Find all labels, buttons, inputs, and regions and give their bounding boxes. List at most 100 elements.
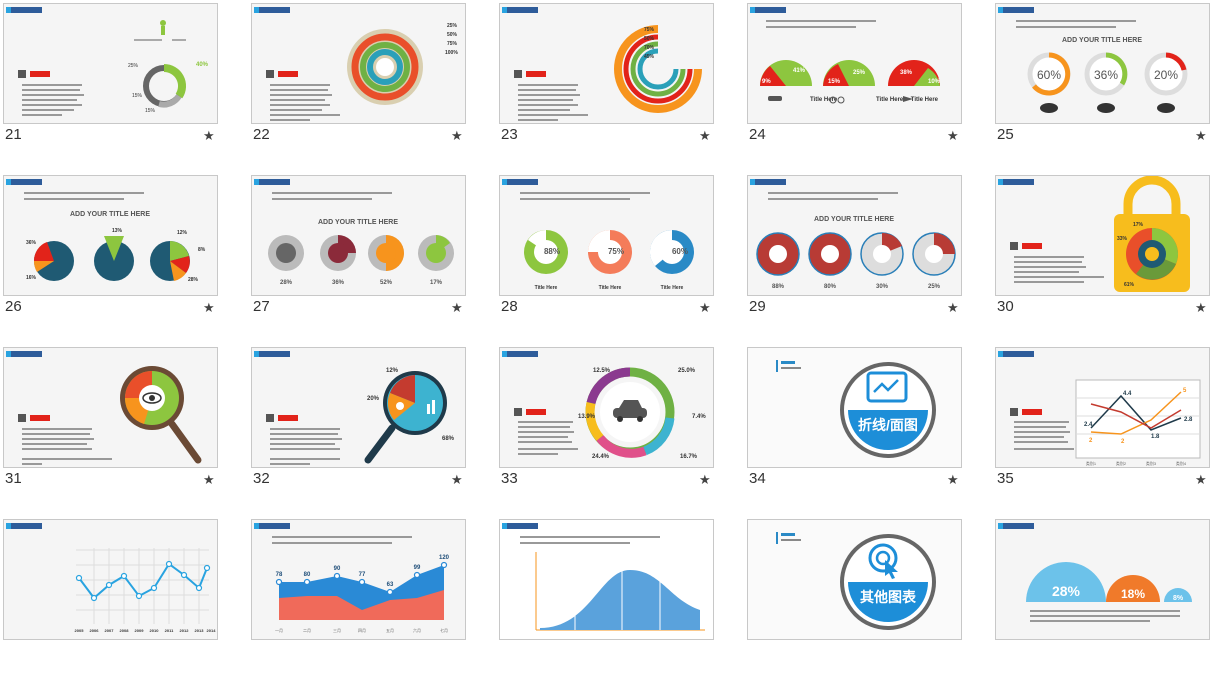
slide-thumbnail-34[interactable]: 折线/面图 34 ★ — [744, 344, 992, 515]
svg-text:2012: 2012 — [180, 628, 190, 633]
svg-text:28%: 28% — [280, 280, 293, 286]
slide-preview[interactable]: 12% 20% 68% — [251, 347, 466, 468]
slide-thumbnail-23[interactable]: 75% 50% 70% 45% 23 ★ — [496, 0, 744, 171]
svg-text:Title Here: Title Here — [810, 97, 838, 103]
slide-thumbnail-33[interactable]: 12.5% 25.0% 13.9% 7.4% 24.4% 16.7% 33 ★ — [496, 344, 744, 515]
slide-preview[interactable]: ADD YOUR TITLE HERE 36% 16% 13% 12% 8% 28% — [3, 175, 218, 296]
slide-preview[interactable] — [3, 347, 218, 468]
slide-thumbnail-36[interactable]: 2005 2006 2007 2008 2009 2010 2011 2012 2013 2014 — [0, 516, 248, 687]
slide-thumbnail-30[interactable]: 17% 33% 61% 30 ★ — [992, 172, 1213, 343]
slide-preview[interactable]: 其他图表 — [747, 519, 962, 640]
label-25: 25% — [447, 23, 458, 29]
slide-number: 25 — [997, 126, 1014, 143]
star-icon[interactable]: ★ — [699, 128, 711, 143]
svg-text:88%: 88% — [544, 247, 560, 256]
label-25: 25% — [128, 63, 139, 69]
slide-tag — [254, 351, 290, 357]
slide-tag — [502, 179, 538, 185]
slide-thumbnail-25[interactable]: ADD YOUR TITLE HERE 60% 36% 20% 25 ★ — [992, 0, 1213, 171]
slide-thumbnail-21[interactable]: 40% 25% 15% 15% 21 ★ — [0, 0, 248, 171]
star-icon[interactable]: ★ — [699, 472, 711, 487]
star-icon[interactable]: ★ — [947, 472, 959, 487]
slide-preview[interactable]: 4.4 2.4 1.8 2.8 2 2 5 类别1 类别2 类别3 类别4 — [995, 347, 1210, 468]
star-icon[interactable]: ★ — [947, 128, 959, 143]
slide-preview[interactable]: 88% 75% 60% Title Here Title Here Title Here — [499, 175, 714, 296]
svg-text:68%: 68% — [442, 436, 455, 442]
star-icon[interactable]: ★ — [1195, 300, 1207, 315]
slide-thumbnail-22[interactable]: 25% 50% 75% 100% 22 ★ — [248, 0, 496, 171]
section-title: 其他图表 — [860, 589, 917, 605]
slide-thumbnail-28[interactable]: 88% 75% 60% Title Here Title Here Title Here… — [496, 172, 744, 343]
slide-tag — [998, 7, 1034, 13]
slide-thumbnail-35[interactable]: 4.4 2.4 1.8 2.8 2 2 5 类别1 类别2 类别3 类别4 35 ★ — [992, 344, 1213, 515]
slide-tag — [254, 7, 290, 13]
slide-thumbnail-29[interactable]: ADD YOUR TITLE HERE 88% 80% 30% 25% 29 ★ — [744, 172, 992, 343]
slide-preview[interactable]: ADD YOUR TITLE HERE 60% 36% 20% — [995, 3, 1210, 124]
slide-preview[interactable]: 40% 25% 15% 15% — [3, 3, 218, 124]
star-icon[interactable]: ★ — [203, 128, 215, 143]
star-icon[interactable]: ★ — [451, 472, 463, 487]
svg-text:30%: 30% — [876, 284, 889, 290]
slide-thumbnail-39[interactable]: 其他图表 — [744, 516, 992, 687]
slide-thumbnail-31[interactable]: 31 ★ — [0, 344, 248, 515]
slide-39-graphic: 其他图表 — [776, 532, 936, 630]
star-icon[interactable]: ★ — [1195, 472, 1207, 487]
slide-thumbnail-24[interactable]: 41% 9% 25% 15% 38% 10% Title Here Title Here Ti… — [744, 0, 992, 171]
label-70: 70% — [644, 45, 655, 51]
star-icon[interactable]: ★ — [451, 128, 463, 143]
slide-sorter-grid: 40% 25% 15% 15% 21 ★ 25% 50% 75% 100% — [0, 0, 1213, 640]
slide-preview[interactable]: 17% 33% 61% — [995, 175, 1210, 296]
slide-30-graphic: 17% 33% 61% — [1010, 176, 1190, 292]
svg-text:类别1: 类别1 — [1086, 460, 1097, 466]
slide-thumbnail-40[interactable]: 28% 18% 8% — [992, 516, 1213, 687]
slide-preview[interactable]: ADD YOUR TITLE HERE 88% 80% 30% 25% — [747, 175, 962, 296]
svg-text:28%: 28% — [188, 277, 199, 283]
slide-36-graphic: 2005 2006 2007 2008 2009 2010 2011 2012 2013 2014 — [75, 548, 216, 633]
slide-31-graphic — [18, 366, 202, 465]
svg-text:75%: 75% — [608, 247, 624, 256]
svg-text:2: 2 — [1121, 439, 1125, 445]
svg-text:类别2: 类别2 — [1116, 460, 1127, 466]
slide-preview[interactable]: 25% 50% 75% 100% — [251, 3, 466, 124]
slide-tag — [502, 351, 538, 357]
slide-preview[interactable]: 28% 18% 8% — [995, 519, 1210, 640]
svg-text:28%: 28% — [1052, 583, 1081, 599]
label-75: 75% — [447, 41, 458, 47]
slide-preview[interactable]: 75% 50% 70% 45% — [499, 3, 714, 124]
svg-text:8%: 8% — [198, 247, 206, 253]
slide-title: ADD YOUR TITLE HERE — [1062, 37, 1142, 44]
slide-26-graphic: ADD YOUR TITLE HERE 36% 16% 13% 12% 8% 28% — [24, 192, 206, 283]
slide-tag — [502, 7, 538, 13]
slide-preview[interactable]: 78 80 90 77 63 99 120 一月 二月 三月 四月 五月 六月 七月 — [251, 519, 466, 640]
slide-preview[interactable]: 2005 2006 2007 2008 2009 2010 2011 2012 2013 2014 — [3, 519, 218, 640]
slide-thumbnail-26[interactable]: ADD YOUR TITLE HERE 36% 16% 13% 12% 8% 28% 26… — [0, 172, 248, 343]
star-icon[interactable]: ★ — [699, 300, 711, 315]
star-icon[interactable]: ★ — [1195, 128, 1207, 143]
svg-text:18%: 18% — [1121, 587, 1145, 601]
slide-22-graphic: 25% 50% 75% 100% — [266, 23, 458, 121]
slide-preview[interactable]: ADD YOUR TITLE HERE 28% 36% 52% 17% — [251, 175, 466, 296]
star-icon[interactable]: ★ — [203, 300, 215, 315]
slide-thumbnail-37[interactable]: 78 80 90 77 63 99 120 一月 二月 三月 四月 五月 六月 七月 — [248, 516, 496, 687]
slide-preview[interactable]: 折线/面图 — [747, 347, 962, 468]
svg-text:16%: 16% — [26, 275, 37, 281]
slide-thumbnail-27[interactable]: ADD YOUR TITLE HERE 28% 36% 52% 17% 27 ★ — [248, 172, 496, 343]
star-icon[interactable]: ★ — [947, 300, 959, 315]
slide-number: 21 — [5, 126, 22, 143]
star-icon[interactable]: ★ — [451, 300, 463, 315]
svg-text:2006: 2006 — [90, 628, 100, 633]
slide-tag — [998, 351, 1034, 357]
slide-thumbnail-38[interactable] — [496, 516, 744, 687]
svg-text:13.9%: 13.9% — [578, 414, 596, 420]
slide-title: ADD YOUR TITLE HERE — [814, 216, 894, 223]
slide-preview[interactable]: 41% 9% 25% 15% 38% 10% Title Here Title Here Ti… — [747, 3, 962, 124]
slide-preview[interactable]: 12.5% 25.0% 13.9% 7.4% 24.4% 16.7% — [499, 347, 714, 468]
star-icon[interactable]: ★ — [203, 472, 215, 487]
svg-text:38%: 38% — [900, 70, 913, 76]
slide-preview[interactable] — [499, 519, 714, 640]
slide-thumbnail-32[interactable]: 12% 20% 68% 32 ★ — [248, 344, 496, 515]
slide-number: 24 — [749, 126, 766, 143]
slide-33-graphic: 12.5% 25.0% 13.9% 7.4% 24.4% 16.7% — [514, 367, 706, 460]
svg-text:Title Here: Title Here — [599, 285, 622, 291]
slide-24-graphic: 41% 9% 25% 15% 38% 10% Title Here Title Here Ti… — [760, 20, 941, 104]
